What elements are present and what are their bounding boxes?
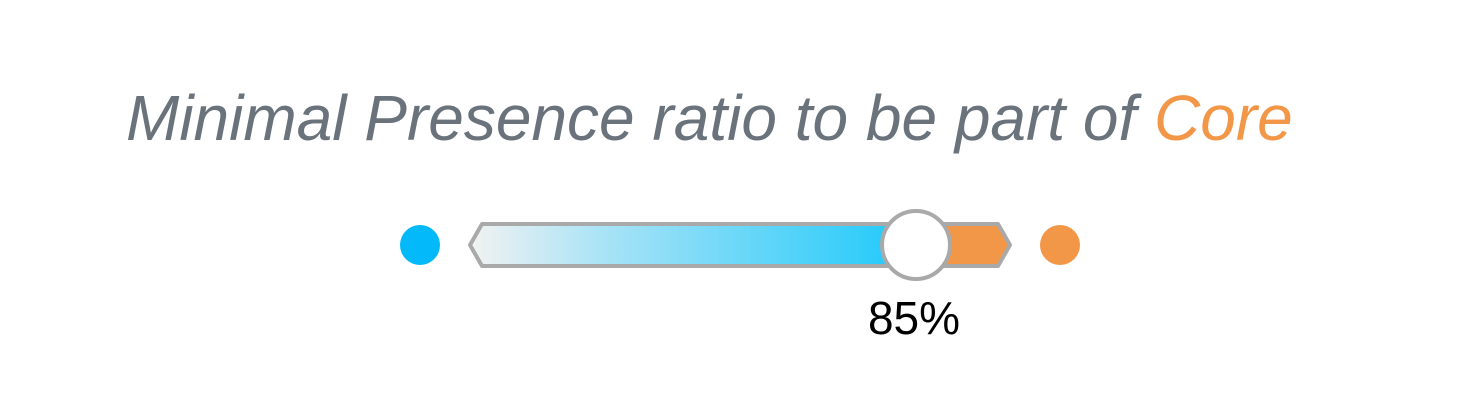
title-core-highlight: Core [1154, 82, 1293, 154]
page-title: Minimal Presence ratio to be part of Cor… [126, 80, 1293, 156]
slider-thumb[interactable] [880, 209, 952, 281]
core-indicator-dot [1040, 225, 1080, 265]
slider-track-filled-range[interactable] [468, 222, 914, 268]
slider-value-label: 85% [867, 292, 961, 344]
title-text: Minimal Presence ratio to be part of [126, 82, 1155, 154]
non-core-indicator-dot [400, 225, 440, 265]
